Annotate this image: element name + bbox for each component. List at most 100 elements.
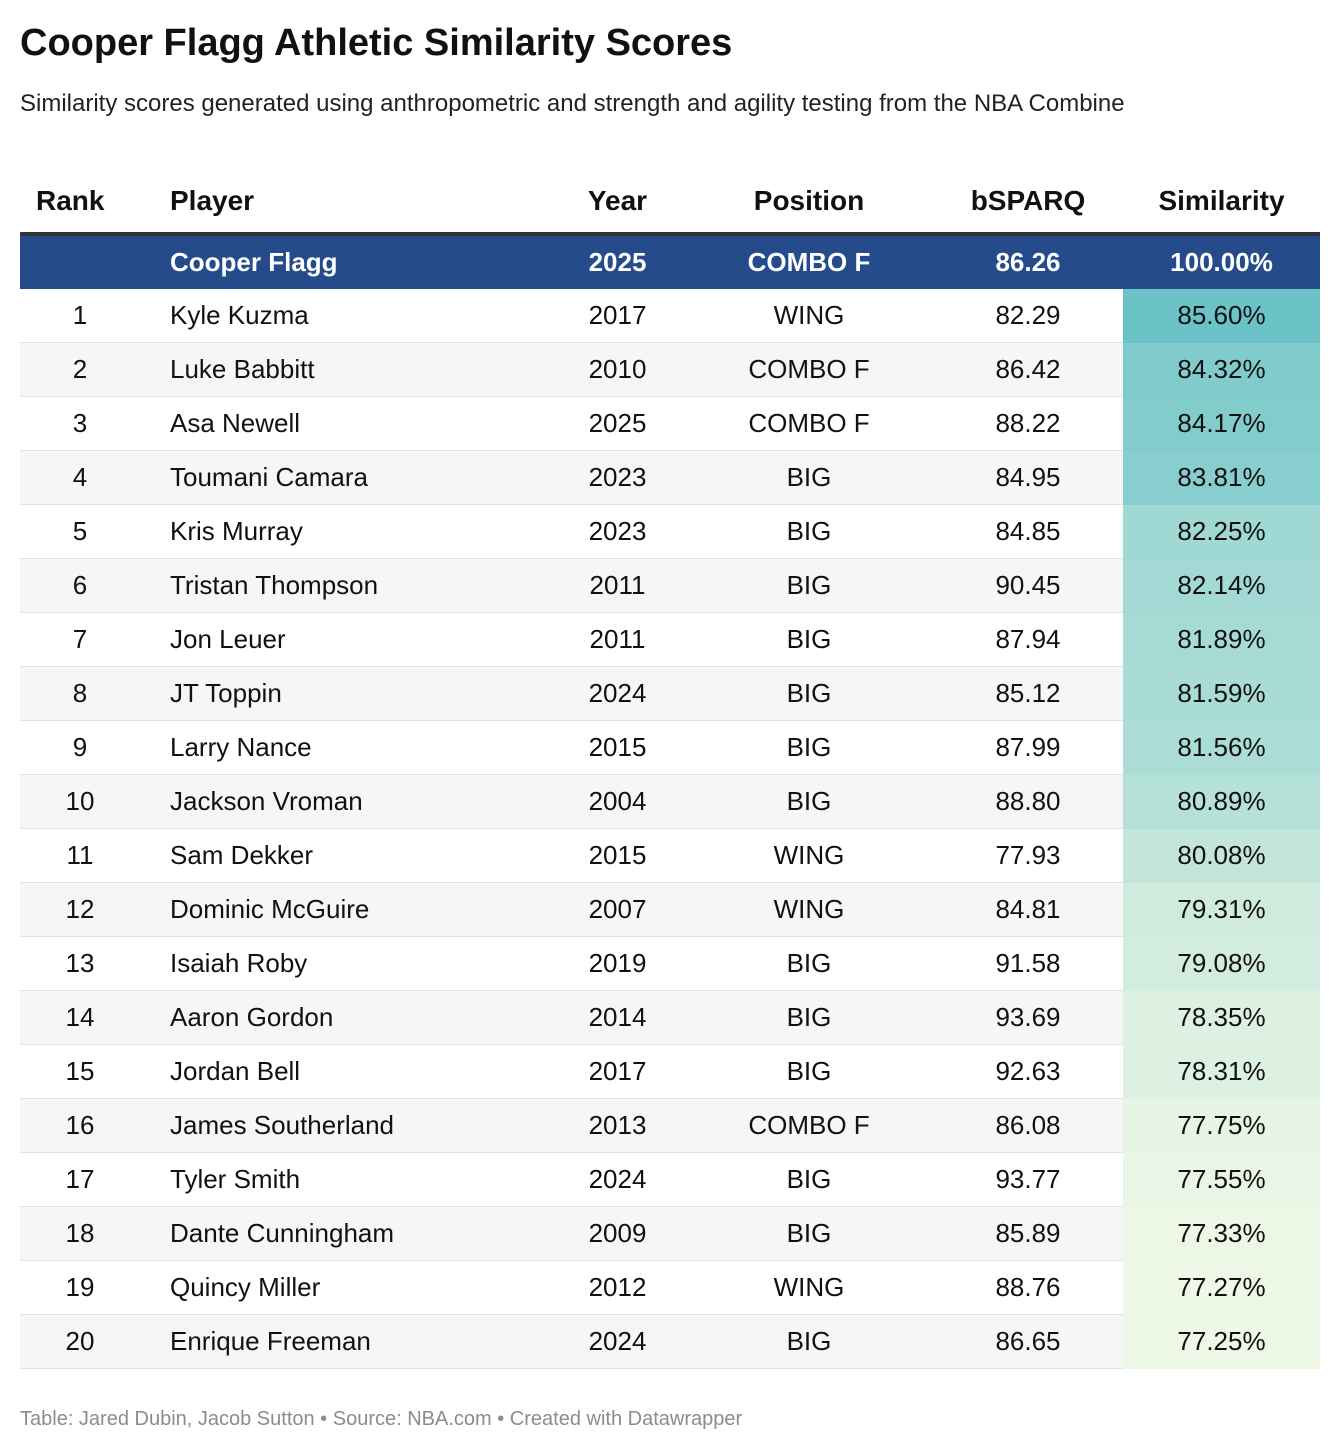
cell-bsparq: 86.42 [933,342,1123,397]
cell-player: Kris Murray [140,504,550,559]
table-row: 6 Tristan Thompson 2011 BIG 90.45 82.14% [20,558,1320,613]
cell-bsparq: 88.76 [933,1260,1123,1315]
cell-similarity: 77.75% [1123,1098,1320,1153]
cell-similarity: 79.08% [1123,936,1320,991]
cell-year: 2004 [550,774,685,829]
cell-rank: 12 [20,882,140,937]
cell-position: BIG [685,504,933,559]
cell-year: 2007 [550,882,685,937]
cell-year: 2024 [550,666,685,721]
cell-bsparq: 91.58 [933,936,1123,991]
cell-rank: 5 [20,504,140,559]
cell-player: James Southerland [140,1098,550,1153]
cell-similarity: 78.31% [1123,1044,1320,1099]
cell-position: BIG [685,450,933,505]
table-body: Cooper Flagg 2025 COMBO F 86.26 100.00% … [20,234,1320,1369]
cell-player: Luke Babbitt [140,342,550,397]
cell-bsparq: 87.94 [933,612,1123,667]
cell-position: BIG [685,666,933,721]
table-row: 15 Jordan Bell 2017 BIG 92.63 78.31% [20,1044,1320,1099]
table-row: 13 Isaiah Roby 2019 BIG 91.58 79.08% [20,936,1320,991]
cell-rank: 18 [20,1206,140,1261]
cell-position: BIG [685,936,933,991]
table-row: 19 Quincy Miller 2012 WING 88.76 77.27% [20,1260,1320,1315]
cell-similarity: 84.32% [1123,342,1320,397]
column-header-rank[interactable]: Rank [20,170,140,236]
highlight-player: Cooper Flagg [140,234,550,289]
cell-rank: 8 [20,666,140,721]
cell-position: WING [685,882,933,937]
cell-similarity: 77.55% [1123,1152,1320,1207]
cell-year: 2015 [550,828,685,883]
cell-bsparq: 85.89 [933,1206,1123,1261]
cell-similarity: 84.17% [1123,396,1320,451]
cell-year: 2012 [550,1260,685,1315]
cell-year: 2017 [550,289,685,343]
cell-rank: 13 [20,936,140,991]
chart-subtitle: Similarity scores generated using anthro… [20,90,1125,117]
table-row: 12 Dominic McGuire 2007 WING 84.81 79.31% [20,882,1320,937]
cell-player: Tyler Smith [140,1152,550,1207]
cell-year: 2014 [550,990,685,1045]
cell-rank: 3 [20,396,140,451]
cell-player: Quincy Miller [140,1260,550,1315]
column-header-similarity[interactable]: Similarity [1123,170,1320,236]
cell-similarity: 81.89% [1123,612,1320,667]
cell-year: 2023 [550,450,685,505]
column-header-bsparq[interactable]: bSPARQ [933,170,1123,236]
cell-rank: 4 [20,450,140,505]
cell-rank: 16 [20,1098,140,1153]
table-row: 10 Jackson Vroman 2004 BIG 88.80 80.89% [20,774,1320,829]
highlight-position: COMBO F [685,234,933,289]
cell-similarity: 81.59% [1123,666,1320,721]
cell-rank: 6 [20,558,140,613]
cell-similarity: 80.89% [1123,774,1320,829]
highlight-similarity: 100.00% [1123,234,1320,289]
cell-similarity: 81.56% [1123,720,1320,775]
cell-player: Enrique Freeman [140,1314,550,1369]
cell-player: Aaron Gordon [140,990,550,1045]
cell-position: WING [685,1260,933,1315]
cell-rank: 1 [20,289,140,343]
cell-year: 2013 [550,1098,685,1153]
cell-bsparq: 84.95 [933,450,1123,505]
cell-player: Kyle Kuzma [140,289,550,343]
table-row: 5 Kris Murray 2023 BIG 84.85 82.25% [20,504,1320,559]
cell-bsparq: 87.99 [933,720,1123,775]
cell-bsparq: 77.93 [933,828,1123,883]
cell-year: 2023 [550,504,685,559]
cell-rank: 11 [20,828,140,883]
cell-similarity: 77.33% [1123,1206,1320,1261]
cell-position: BIG [685,1152,933,1207]
column-header-player[interactable]: Player [140,170,550,236]
table-row: 2 Luke Babbitt 2010 COMBO F 86.42 84.32% [20,342,1320,397]
column-header-year[interactable]: Year [550,170,685,236]
cell-year: 2015 [550,720,685,775]
cell-position: BIG [685,1044,933,1099]
cell-player: Asa Newell [140,396,550,451]
cell-position: BIG [685,720,933,775]
cell-bsparq: 93.69 [933,990,1123,1045]
cell-similarity: 85.60% [1123,289,1320,343]
similarity-table: Rank Player Year Position bSPARQ Similar… [20,170,1320,1369]
cell-bsparq: 93.77 [933,1152,1123,1207]
cell-position: COMBO F [685,1098,933,1153]
cell-rank: 2 [20,342,140,397]
cell-bsparq: 84.81 [933,882,1123,937]
cell-position: BIG [685,1206,933,1261]
cell-bsparq: 86.65 [933,1314,1123,1369]
cell-rank: 20 [20,1314,140,1369]
cell-similarity: 82.25% [1123,504,1320,559]
cell-player: Isaiah Roby [140,936,550,991]
cell-rank: 10 [20,774,140,829]
cell-player: Sam Dekker [140,828,550,883]
cell-year: 2024 [550,1152,685,1207]
cell-player: Tristan Thompson [140,558,550,613]
column-header-position[interactable]: Position [685,170,933,236]
cell-year: 2009 [550,1206,685,1261]
table-header-row: Rank Player Year Position bSPARQ Similar… [20,170,1320,236]
table-row: 4 Toumani Camara 2023 BIG 84.95 83.81% [20,450,1320,505]
highlight-rank [20,234,140,289]
cell-year: 2025 [550,396,685,451]
